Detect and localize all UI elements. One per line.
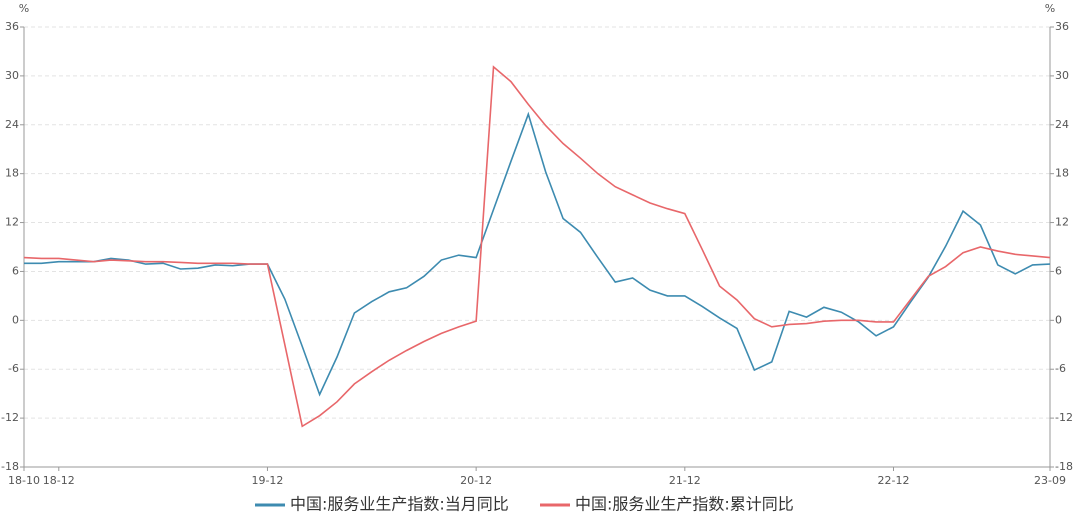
y2-tick-label: 12 [1055,216,1069,229]
y2-tick-label: 18 [1055,167,1069,180]
y2-tick-label: 36 [1055,20,1069,33]
y2-tick-label: -12 [1055,411,1073,424]
y-unit: % [19,2,29,15]
y-tick-label: -6 [8,362,19,375]
x-tick-label: 23-09 [1034,474,1066,487]
y-tick-label: -18 [1,460,19,473]
y-tick-label: 6 [12,264,19,277]
y2-tick-label: 30 [1055,69,1069,82]
series-line [24,111,1051,397]
legend-label: 中国:服务业生产指数:累计同比 [575,495,794,514]
x-tick-label: 18-12 [43,474,75,487]
y2-tick-label: 24 [1055,118,1069,131]
y-tick-label: 12 [5,216,19,229]
series-line [23,65,1051,428]
y2-unit: % [1045,2,1055,15]
legend-label: 中国:服务业生产指数:当月同比 [290,495,509,514]
y2-tick-label: -18 [1055,460,1073,473]
y-tick-label: 30 [5,69,19,82]
x-tick-label: 19-12 [251,474,283,487]
x-tick-label: 20-12 [460,474,492,487]
y-tick-label: 0 [12,313,19,326]
x-tick-label: 18-10 [8,474,40,487]
y-tick-label: 24 [5,118,19,131]
y-tick-label: -12 [1,411,19,424]
y2-tick-label: 0 [1055,313,1062,326]
x-tick-label: 21-12 [669,474,701,487]
y2-tick-label: 6 [1055,264,1062,277]
y2-tick-label: -6 [1055,362,1066,375]
y-tick-label: 18 [5,167,19,180]
x-tick-label: 22-12 [878,474,910,487]
y-tick-label: 36 [5,20,19,33]
